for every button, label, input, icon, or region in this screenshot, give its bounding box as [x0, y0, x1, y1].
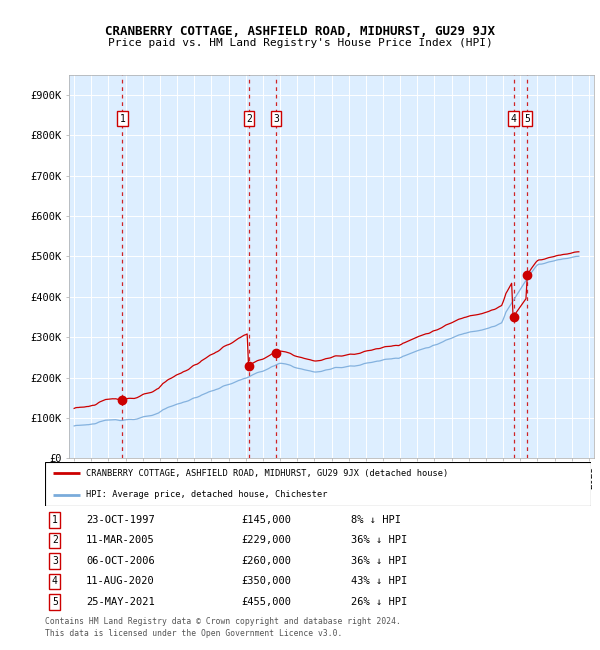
Text: This data is licensed under the Open Government Licence v3.0.: This data is licensed under the Open Gov… — [45, 629, 343, 638]
Text: 23-OCT-1997: 23-OCT-1997 — [86, 515, 155, 525]
Text: 4: 4 — [52, 577, 58, 586]
Text: 5: 5 — [524, 114, 530, 124]
Text: Contains HM Land Registry data © Crown copyright and database right 2024.: Contains HM Land Registry data © Crown c… — [45, 617, 401, 626]
Text: 4: 4 — [511, 114, 517, 124]
Text: £229,000: £229,000 — [242, 536, 292, 545]
Text: Price paid vs. HM Land Registry's House Price Index (HPI): Price paid vs. HM Land Registry's House … — [107, 38, 493, 47]
Text: £350,000: £350,000 — [242, 577, 292, 586]
Text: 1: 1 — [52, 515, 58, 525]
Text: 5: 5 — [52, 597, 58, 607]
Text: 36% ↓ HPI: 36% ↓ HPI — [351, 536, 407, 545]
Text: 3: 3 — [273, 114, 279, 124]
Text: 11-AUG-2020: 11-AUG-2020 — [86, 577, 155, 586]
Text: 43% ↓ HPI: 43% ↓ HPI — [351, 577, 407, 586]
Text: 8% ↓ HPI: 8% ↓ HPI — [351, 515, 401, 525]
Text: 11-MAR-2005: 11-MAR-2005 — [86, 536, 155, 545]
Text: 06-OCT-2006: 06-OCT-2006 — [86, 556, 155, 566]
Text: 26% ↓ HPI: 26% ↓ HPI — [351, 597, 407, 607]
Text: 36% ↓ HPI: 36% ↓ HPI — [351, 556, 407, 566]
Text: £260,000: £260,000 — [242, 556, 292, 566]
Text: £145,000: £145,000 — [242, 515, 292, 525]
Text: HPI: Average price, detached house, Chichester: HPI: Average price, detached house, Chic… — [86, 490, 328, 499]
Text: 2: 2 — [52, 536, 58, 545]
Text: £455,000: £455,000 — [242, 597, 292, 607]
Text: 1: 1 — [119, 114, 125, 124]
Text: 3: 3 — [52, 556, 58, 566]
Text: CRANBERRY COTTAGE, ASHFIELD ROAD, MIDHURST, GU29 9JX (detached house): CRANBERRY COTTAGE, ASHFIELD ROAD, MIDHUR… — [86, 469, 448, 478]
Text: CRANBERRY COTTAGE, ASHFIELD ROAD, MIDHURST, GU29 9JX: CRANBERRY COTTAGE, ASHFIELD ROAD, MIDHUR… — [105, 25, 495, 38]
Text: 2: 2 — [246, 114, 252, 124]
Text: 25-MAY-2021: 25-MAY-2021 — [86, 597, 155, 607]
